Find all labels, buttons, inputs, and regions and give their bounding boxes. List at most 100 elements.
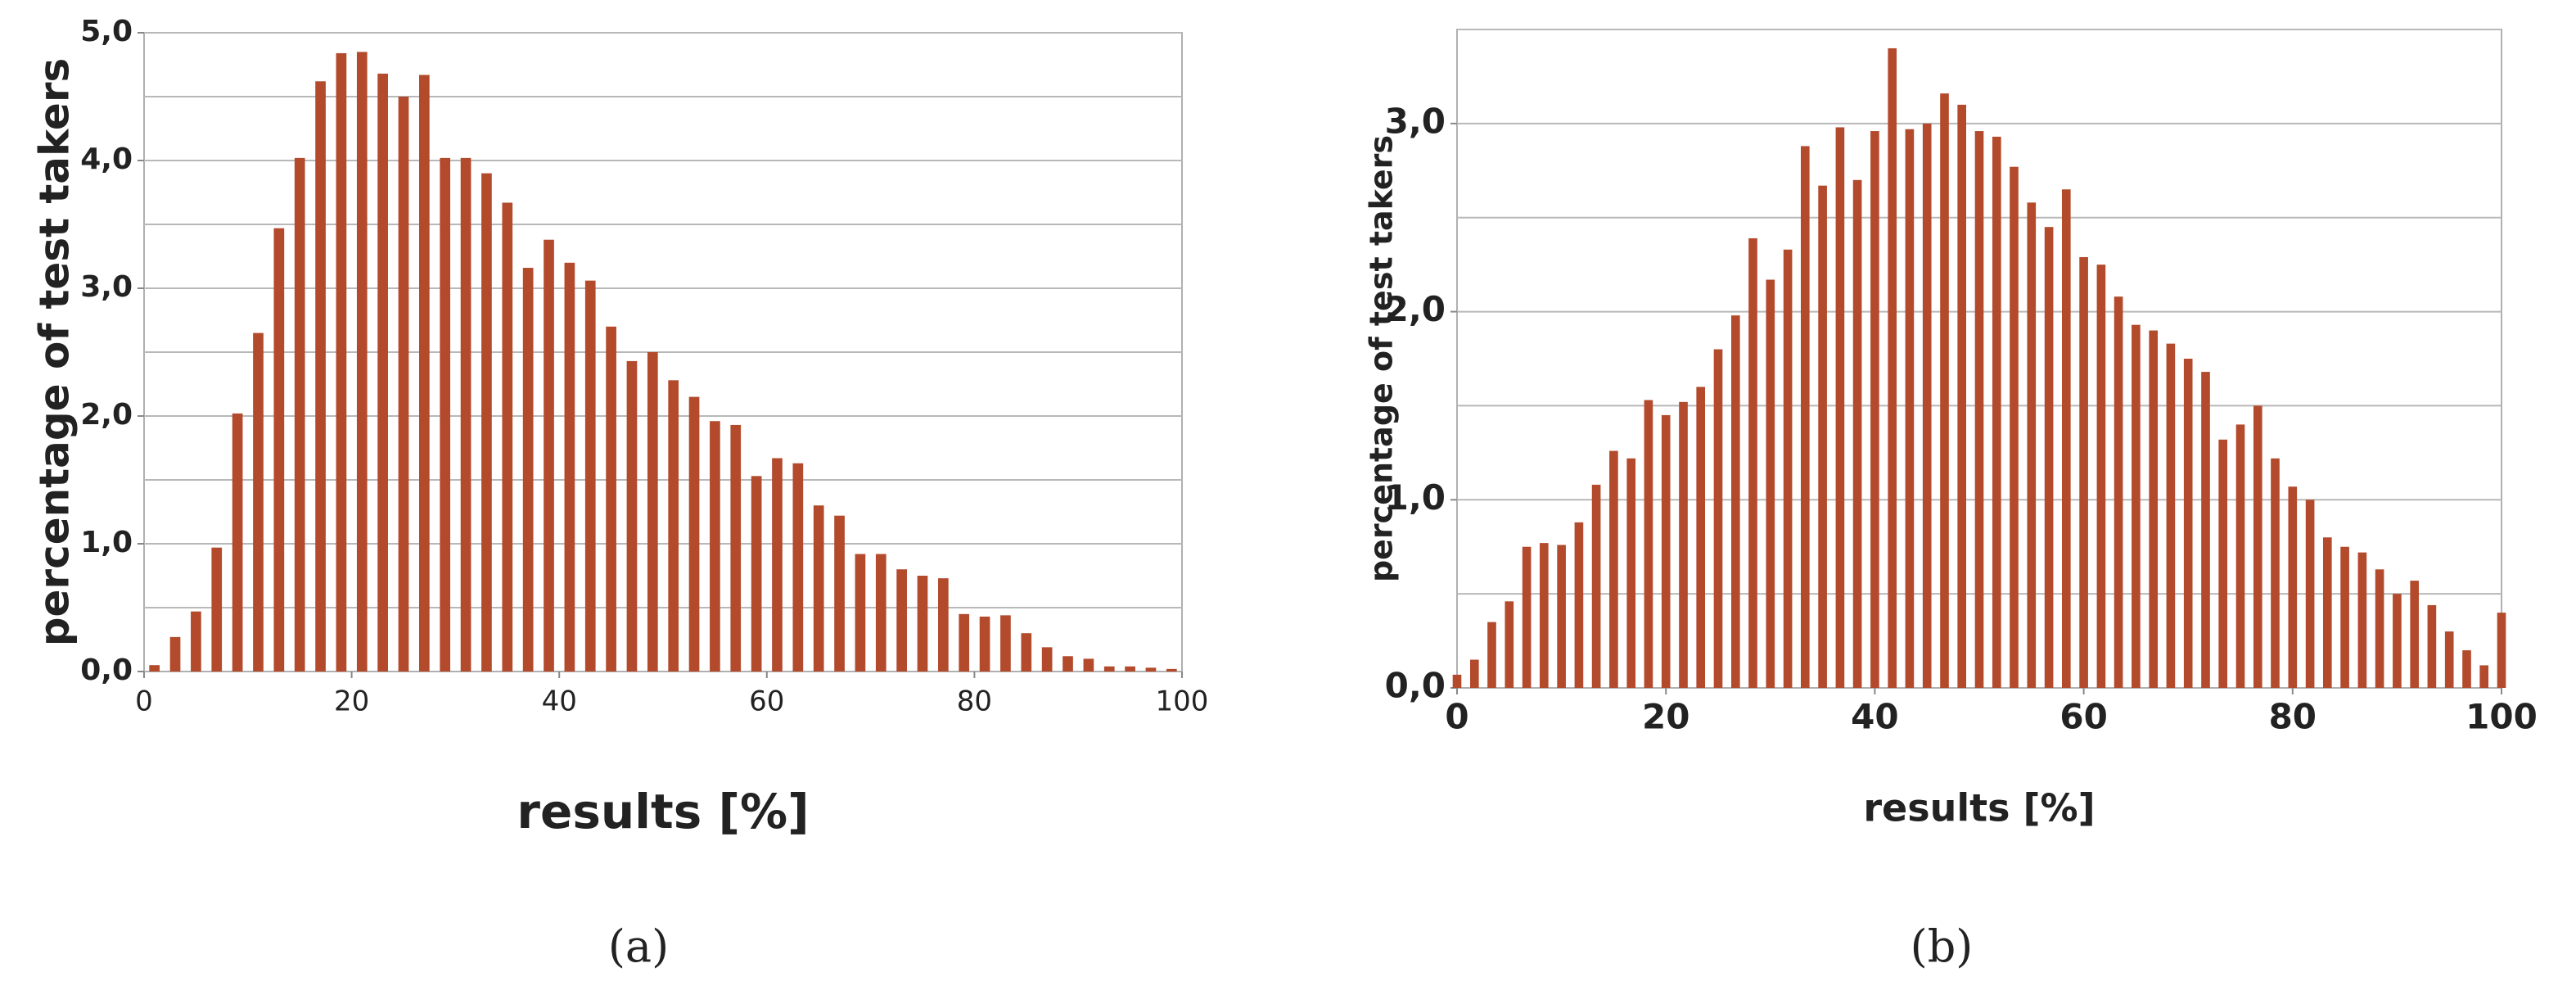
bar [1888, 47, 1897, 688]
bar [2044, 227, 2054, 688]
x-tick-label: 40 [542, 685, 577, 718]
bar [668, 380, 679, 672]
bar [584, 280, 596, 672]
bar [1730, 315, 1740, 688]
bar [772, 458, 783, 672]
bar [2393, 594, 2402, 688]
y-tick-label: 3,0 [1385, 101, 1446, 141]
bar [979, 616, 990, 672]
x-tick-label: 80 [2269, 697, 2317, 737]
x-tick-label: 60 [749, 685, 784, 718]
bar [149, 665, 160, 672]
bar [959, 613, 970, 672]
y-tick-label: 0,0 [80, 654, 133, 687]
bar [169, 636, 181, 672]
bar [2183, 359, 2193, 688]
bar [1957, 104, 1967, 688]
bar [440, 157, 451, 672]
bar [2271, 458, 2280, 688]
bar [481, 173, 492, 672]
bar [855, 554, 866, 672]
bar [1452, 674, 1462, 688]
bar [1800, 146, 1810, 688]
x-tick-label: 100 [1156, 685, 1209, 718]
bar [1992, 136, 2001, 689]
bar [2027, 202, 2037, 688]
bar [232, 413, 243, 672]
bar [751, 476, 762, 672]
y-tick-label: 1,0 [80, 526, 133, 559]
x-tick-label: 20 [1642, 697, 1690, 737]
bar [2375, 569, 2384, 688]
bar [2340, 546, 2349, 688]
bar [938, 578, 949, 672]
bar [2427, 604, 2437, 688]
bar [2444, 631, 2454, 688]
bar [336, 52, 347, 672]
bar [1487, 622, 1496, 688]
bar [647, 352, 658, 672]
bar [1557, 545, 1566, 688]
bar [730, 424, 742, 672]
y-axis-label: percentage of test takers [31, 58, 79, 647]
bar [2061, 189, 2071, 688]
bar [2305, 500, 2315, 688]
bar [502, 202, 513, 672]
bar [1766, 279, 1775, 688]
y-tick-label: 3,0 [80, 270, 133, 304]
bar [2497, 613, 2506, 688]
bar [2166, 343, 2176, 688]
y-axis-label: percentage of test takers [1364, 135, 1400, 582]
bar [1166, 668, 1177, 672]
x-tick-label: 60 [2059, 697, 2107, 737]
bar [896, 569, 907, 672]
bar [1940, 93, 1949, 689]
bar [377, 73, 388, 672]
x-tick-label: 0 [135, 685, 153, 718]
bar [1103, 666, 1115, 672]
bar [875, 554, 886, 672]
bar [2479, 665, 2489, 688]
bar [2218, 439, 2228, 688]
bar [1696, 387, 1706, 688]
bar [1922, 123, 1932, 688]
bar [564, 262, 575, 672]
x-axis-label: results [%] [517, 784, 809, 839]
bar [1145, 667, 1157, 672]
bar [1083, 658, 1094, 672]
bar [2462, 650, 2471, 688]
bar [253, 332, 264, 672]
bar [1644, 400, 1653, 688]
bar [211, 547, 223, 672]
bar [1609, 450, 1618, 688]
bar [1818, 185, 1827, 689]
x-tick-label: 0 [1445, 697, 1468, 737]
bar [1661, 414, 1671, 688]
bar [315, 81, 326, 672]
bar [1021, 633, 1032, 672]
bar [460, 157, 471, 672]
bar [813, 505, 824, 672]
bar [1748, 237, 1757, 688]
bar [1852, 179, 1862, 688]
bar [356, 52, 368, 672]
bar [606, 326, 616, 672]
bar [544, 239, 554, 672]
x-tick-label: 100 [2465, 697, 2538, 737]
bar [1835, 127, 1845, 689]
bar [522, 268, 534, 672]
bar [419, 75, 430, 672]
bar [2079, 256, 2088, 688]
bar [2149, 330, 2159, 688]
bar [1679, 401, 1688, 688]
bar [398, 97, 409, 672]
caption: (a) [608, 920, 669, 972]
x-tick-label: 40 [1851, 697, 1898, 737]
bar [1000, 615, 1011, 672]
bar [273, 228, 285, 672]
bar [2201, 372, 2210, 688]
bar [1870, 131, 1879, 688]
bar [1591, 484, 1601, 688]
bar [2096, 265, 2106, 689]
